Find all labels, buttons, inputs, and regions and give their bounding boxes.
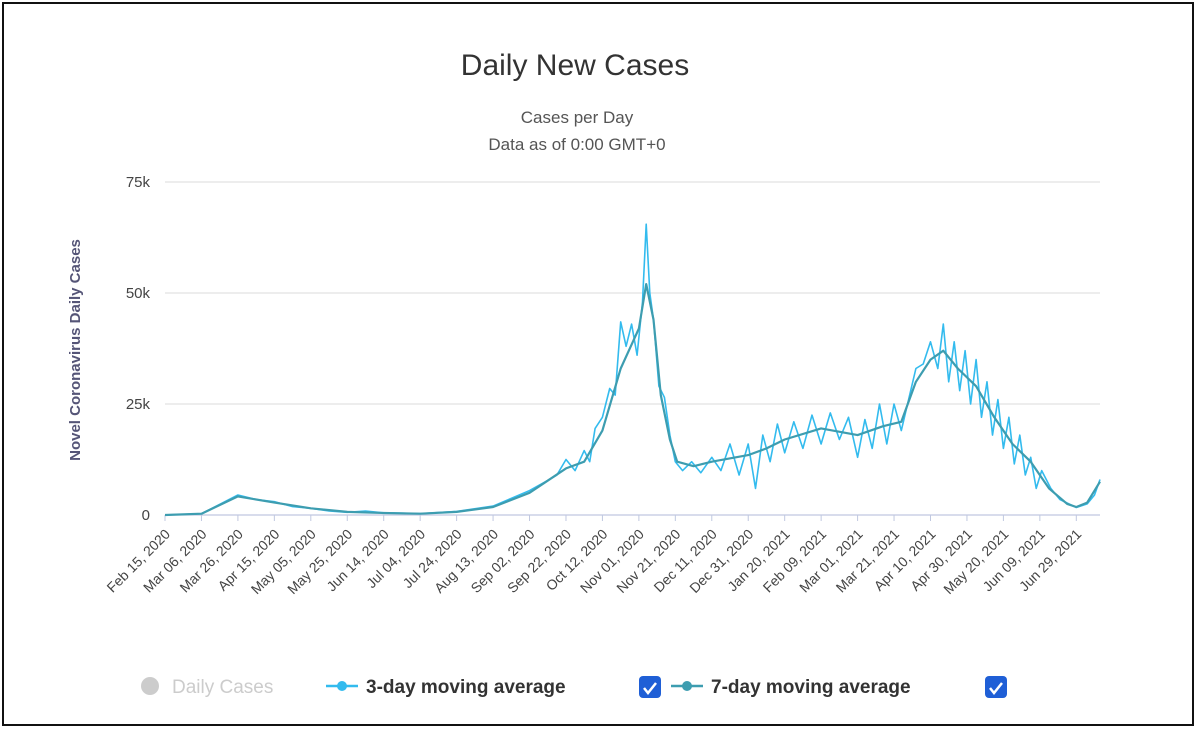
legend-7-day-marker bbox=[682, 681, 692, 691]
legend-3-day-marker bbox=[337, 681, 347, 691]
y-axis-label: Novel Coronavirus Daily Cases bbox=[67, 239, 84, 461]
legend-daily-cases-marker[interactable] bbox=[141, 677, 159, 695]
checkmark-icon bbox=[989, 682, 1003, 696]
legend-7-day-label[interactable]: 7-day moving average bbox=[711, 677, 911, 698]
legend-3-day-checkbox[interactable] bbox=[639, 676, 661, 698]
chart-subtitle: Cases per Day bbox=[521, 108, 634, 127]
y-tick-label: 75k bbox=[126, 174, 151, 191]
legend-daily-cases-label[interactable]: Daily Cases bbox=[172, 677, 273, 698]
y-tick-label: 25k bbox=[126, 396, 151, 413]
legend-3-day-label[interactable]: 3-day moving average bbox=[366, 677, 566, 698]
chart-title: Daily New Cases bbox=[461, 49, 689, 82]
y-tick-label: 0 bbox=[142, 507, 150, 524]
checkmark-icon bbox=[643, 682, 657, 696]
series-line-7-day-average bbox=[164, 283, 1101, 517]
y-tick-label: 50k bbox=[126, 285, 151, 302]
legend-7-day-checkbox[interactable] bbox=[985, 676, 1007, 698]
chart-subtitle-date: Data as of 0:00 GMT+0 bbox=[488, 135, 665, 154]
